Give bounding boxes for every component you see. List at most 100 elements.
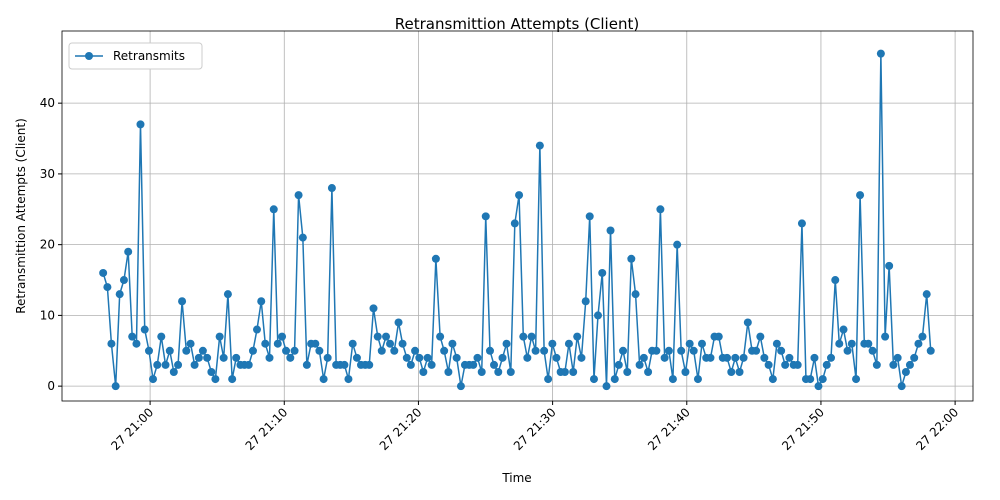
point [764,360,773,369]
point [889,360,898,369]
point [319,375,328,384]
point [265,353,274,362]
point [627,254,636,263]
point [772,339,781,348]
point [111,382,120,391]
point [219,353,228,362]
point [885,261,894,270]
point [244,360,253,369]
point [252,325,261,334]
point [797,219,806,228]
point [552,353,561,362]
point [302,360,311,369]
point [560,367,569,376]
point [864,339,873,348]
point [602,382,611,391]
point [835,339,844,348]
point [910,353,919,362]
point [856,191,865,200]
point [223,290,232,299]
point [390,346,399,355]
point [290,346,299,355]
point [822,360,831,369]
point [282,346,291,355]
point [922,290,931,299]
point [756,332,765,341]
point [257,297,266,306]
point [186,339,195,348]
point [515,191,524,200]
point [178,297,187,306]
plot-frame [61,30,974,402]
point [344,375,353,384]
point [535,141,544,150]
point [394,318,403,327]
point [124,247,133,256]
point [411,346,420,355]
point [785,353,794,362]
point [248,346,257,355]
legend-marker [85,52,93,60]
point [660,353,669,362]
point [585,212,594,221]
point [469,360,478,369]
point [444,367,453,376]
point [926,346,935,355]
point [315,346,324,355]
point [901,367,910,376]
point [232,353,241,362]
point [540,346,549,355]
point [107,339,116,348]
point [473,353,482,362]
point [128,332,137,341]
point [494,367,503,376]
point [739,353,748,362]
point [452,353,461,362]
point [348,339,357,348]
point [382,332,391,341]
y-tick-label: 10 [40,308,55,322]
point [402,353,411,362]
point [827,353,836,362]
point [914,339,923,348]
legend-box [68,42,203,70]
point [485,346,494,355]
point [768,375,777,384]
point [581,297,590,306]
point [598,268,607,277]
point [182,346,191,355]
point [652,346,661,355]
point [506,367,515,376]
point [149,375,158,384]
point [806,375,815,384]
point [215,332,224,341]
x-axis-label: Time [501,471,531,485]
point [415,353,424,362]
point [623,367,632,376]
point [406,360,415,369]
point [673,240,682,249]
x-tick-label: 27 21:40 [645,405,693,453]
y-tick-label: 20 [40,238,55,252]
point [144,346,153,355]
point [519,332,528,341]
point [527,332,536,341]
point [286,353,295,362]
point [644,367,653,376]
point [323,353,332,362]
point [211,375,220,384]
point [132,339,141,348]
point [635,360,644,369]
point [136,120,145,129]
point [573,332,582,341]
point [174,360,183,369]
point [228,375,237,384]
point [203,353,212,362]
point [781,360,790,369]
point [294,191,303,200]
point [905,360,914,369]
point [198,346,207,355]
point [752,346,761,355]
point [677,346,686,355]
